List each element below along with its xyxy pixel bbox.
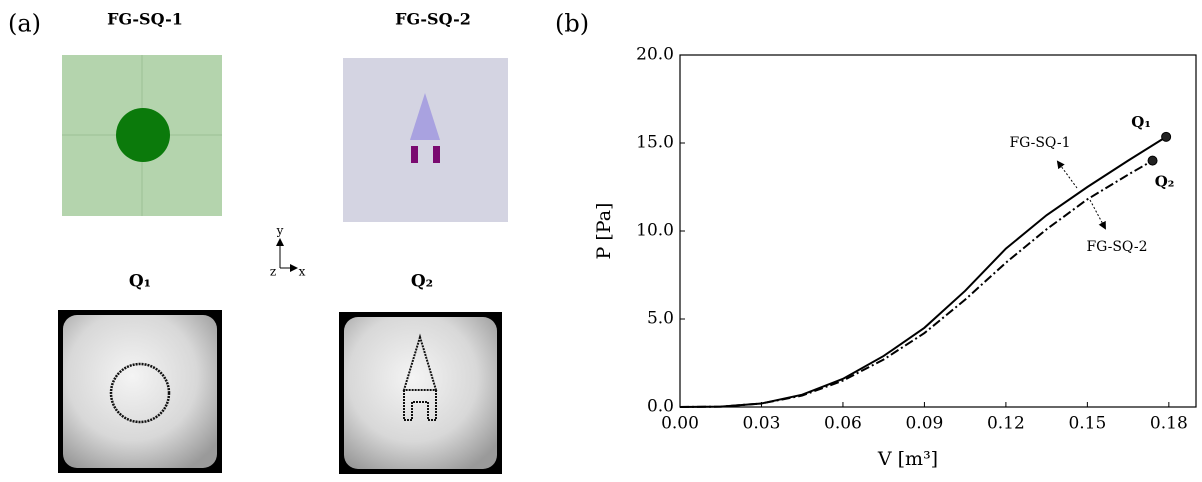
x-tick-label: 0.12: [987, 414, 1025, 434]
image-title: FG-SQ-1: [107, 10, 183, 29]
series-line: [679, 135, 1167, 408]
point-label: Q₁: [1131, 113, 1151, 131]
triad: y x z: [270, 224, 306, 279]
design-2: [343, 58, 508, 222]
point-marker: [1161, 131, 1172, 142]
axis-letter: x: [299, 265, 306, 279]
y-tick-label: 20.0: [636, 45, 674, 65]
y-tick-label: 5.0: [647, 309, 674, 329]
x-tick-label: 0.06: [824, 414, 862, 434]
series-annotation: FG-SQ-2: [1086, 239, 1147, 255]
plot-frame: [679, 54, 1197, 408]
image-title: Q₁: [129, 272, 151, 292]
annotation-arrow: [1056, 160, 1078, 189]
y-axis-label: P [Pa]: [593, 203, 615, 260]
axis-letter: y: [276, 224, 284, 238]
x-tick-label: 0.03: [743, 414, 781, 434]
series-line: [679, 159, 1154, 408]
result-1: [58, 310, 222, 473]
annotation-arrow: [1089, 199, 1106, 230]
x-tick-label: 0.15: [1068, 414, 1106, 434]
design-1: [62, 55, 222, 216]
point-marker: [1147, 155, 1158, 166]
image-title: FG-SQ-2: [395, 10, 471, 29]
panel-label: (b): [555, 10, 589, 38]
x-tick-label: 0.00: [661, 414, 699, 434]
result-2: [339, 312, 502, 474]
panel-label: (a): [8, 10, 41, 38]
y-tick-label: 10.0: [636, 221, 674, 241]
x-tick-label: 0.18: [1150, 414, 1188, 434]
x-tick-label: 0.09: [905, 414, 943, 434]
series-annotation: FG-SQ-1: [1009, 135, 1070, 151]
y-tick-label: 15.0: [636, 133, 674, 153]
axis-letter: z: [270, 265, 276, 279]
point-label: Q₂: [1155, 173, 1175, 191]
image-title: Q₂: [411, 272, 433, 292]
y-tick-label: 0.0: [647, 397, 674, 417]
x-axis-label: V [m³]: [877, 448, 938, 470]
